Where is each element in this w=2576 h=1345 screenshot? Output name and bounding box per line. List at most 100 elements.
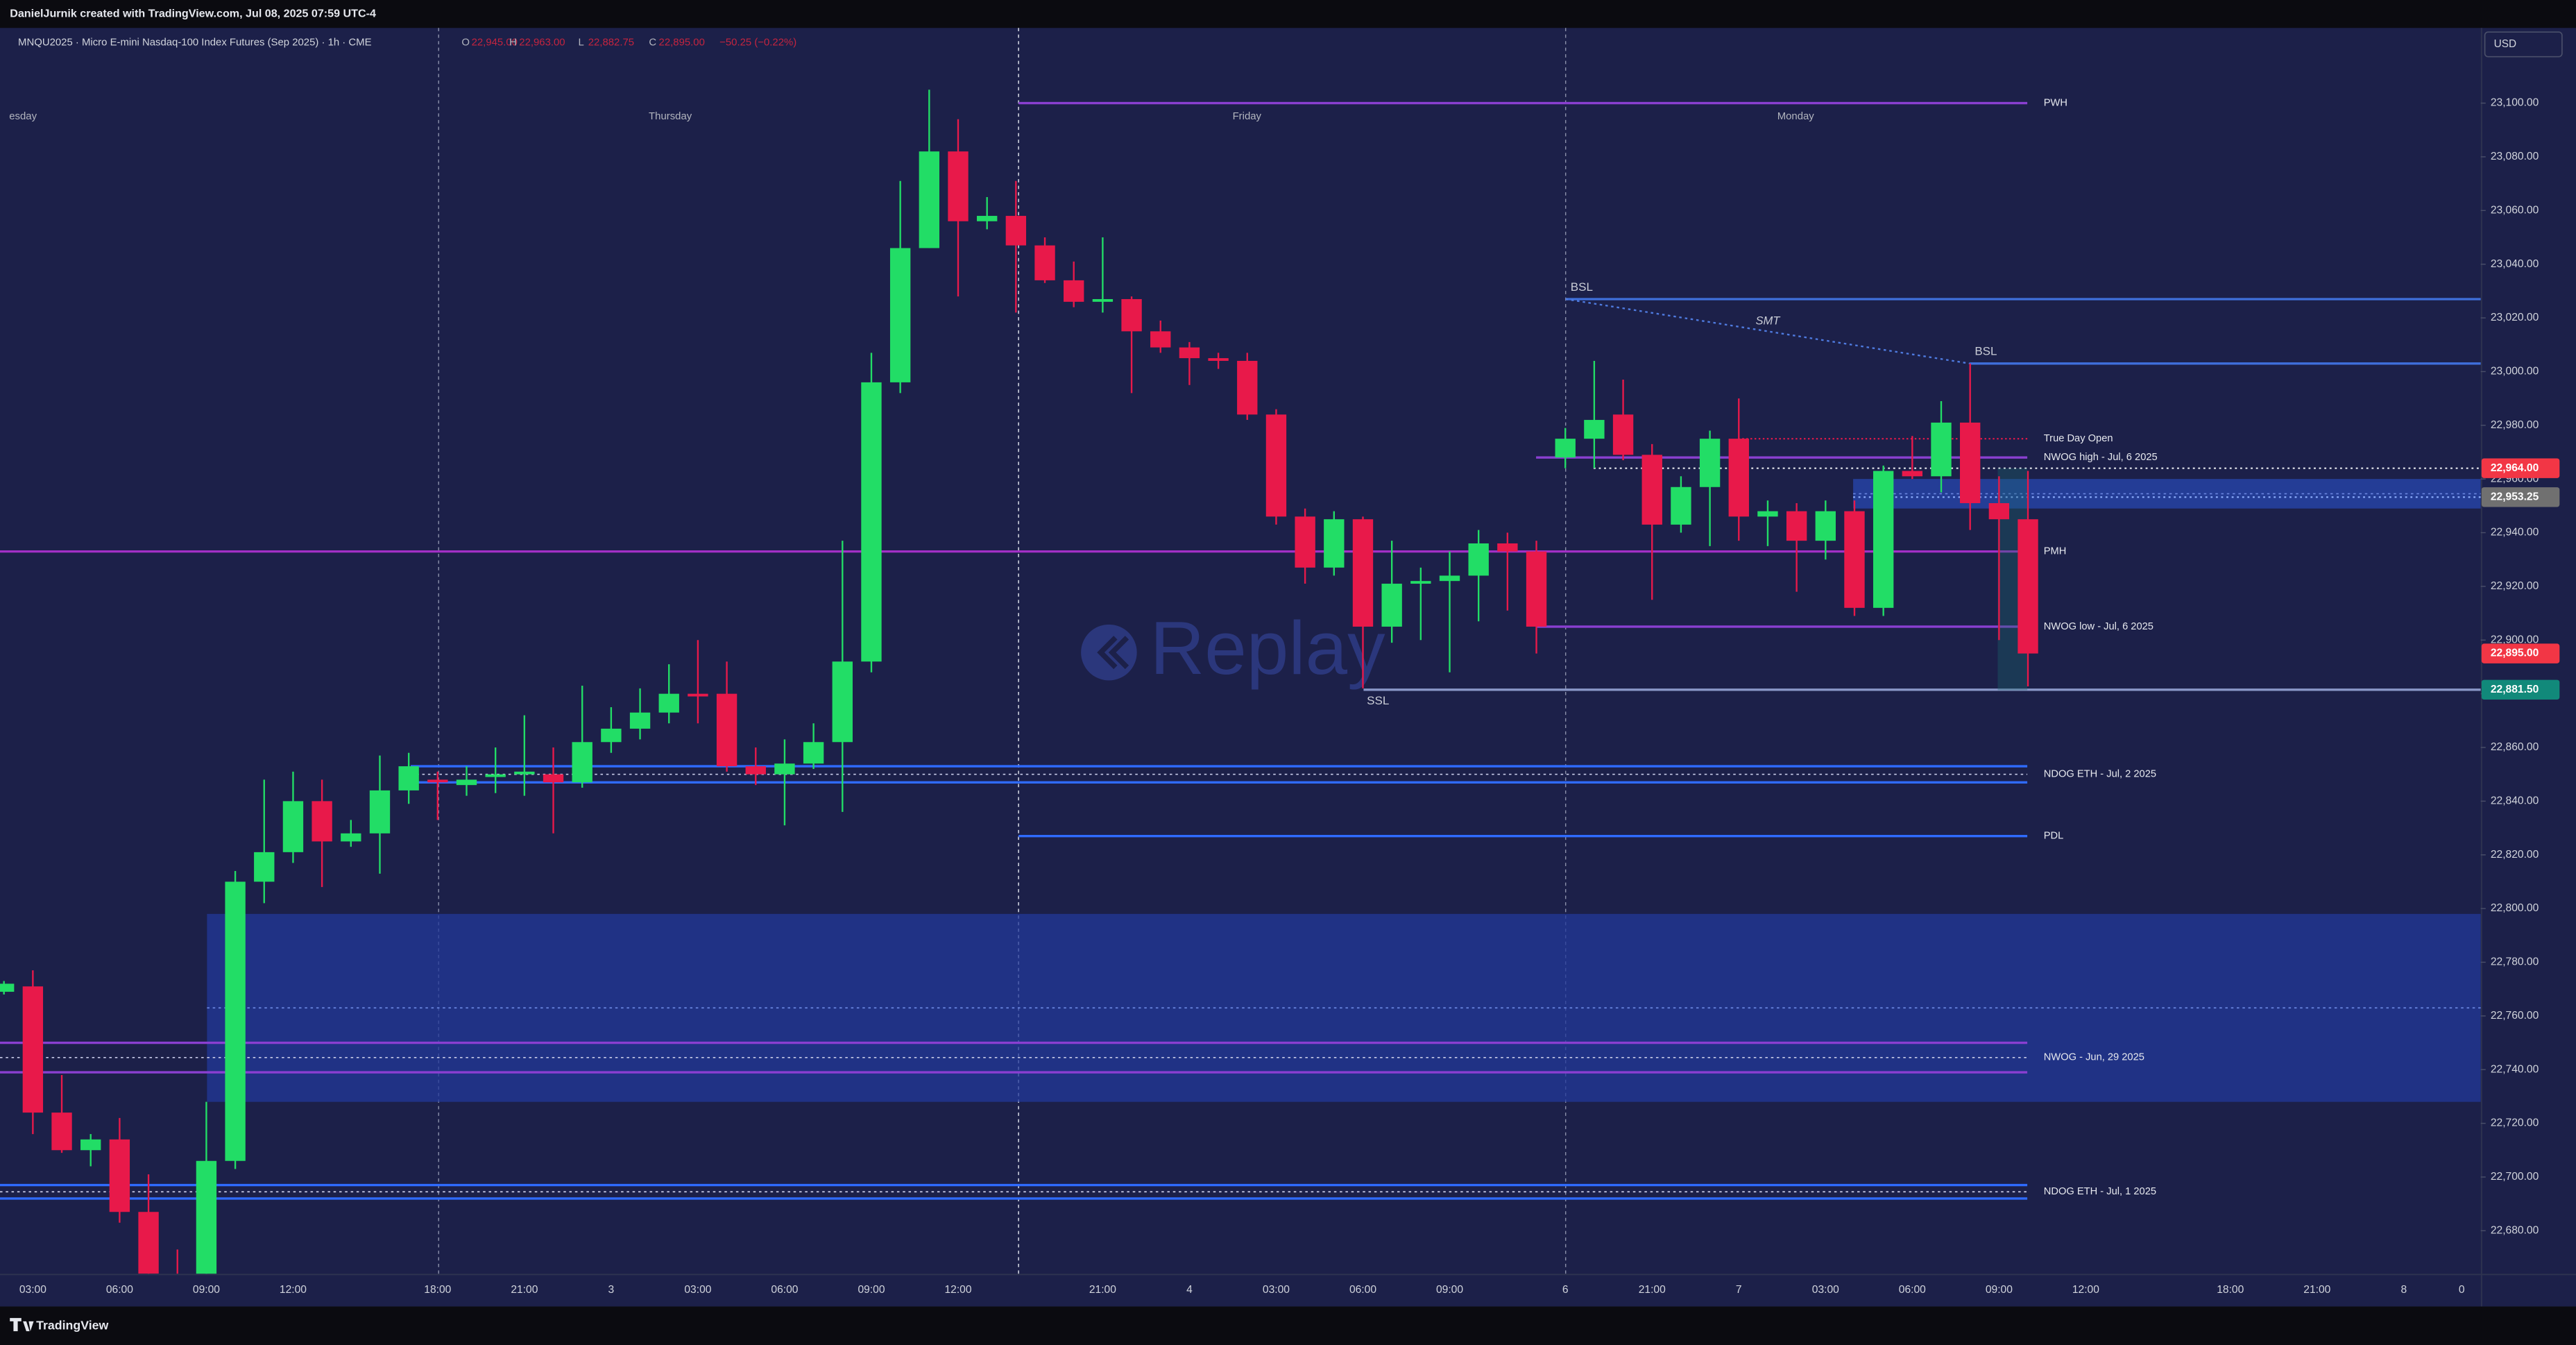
ohlc-value: 22,895.00 — [659, 37, 705, 49]
y-tick-label: 22,820.00 — [2491, 849, 2539, 861]
candle-body — [1410, 581, 1431, 584]
ohlc-value: 22,963.00 — [519, 37, 565, 49]
x-tick-label: 12:00 — [2072, 1284, 2099, 1296]
x-tick-label: 0 — [2459, 1284, 2465, 1296]
ohlc-readout: O 22,945.00 H 22,963.00 L 22,882.75 C 22,895… — [461, 37, 796, 49]
ohlc-key: O — [461, 37, 470, 49]
candle-body — [1584, 420, 1605, 439]
credit: DanielJurnik created with TradingView.co… — [10, 7, 376, 19]
zone — [207, 913, 2481, 1102]
candle-body — [427, 779, 448, 783]
y-tick-label: 22,760.00 — [2491, 1010, 2539, 1022]
x-tick-label: 8 — [2400, 1284, 2407, 1296]
candle-body — [51, 1113, 72, 1151]
y-tick-label: 22,800.00 — [2491, 902, 2539, 914]
candle-body — [688, 693, 708, 697]
candle-body — [1931, 422, 1952, 477]
candle-body — [1757, 511, 1778, 517]
x-tick-label: 06:00 — [1899, 1284, 1926, 1296]
candle-body — [1497, 543, 1518, 552]
candle-body — [1064, 280, 1084, 302]
candle-body — [774, 763, 795, 775]
candle-body — [1237, 360, 1258, 415]
session-label: Monday — [1777, 111, 1815, 122]
y-tick-label: 23,000.00 — [2491, 366, 2539, 378]
level-label: SSL — [1367, 694, 1389, 707]
x-tick-label: 6 — [1562, 1284, 1569, 1296]
y-tick-label: 22,940.00 — [2491, 527, 2539, 539]
y-tick-label: 22,680.00 — [2491, 1224, 2539, 1236]
x-tick-label: 18:00 — [2217, 1284, 2244, 1296]
candle-body — [1381, 584, 1402, 627]
y-tick-label: 23,100.00 — [2491, 97, 2539, 109]
candle-body — [977, 216, 998, 221]
smt-line — [1565, 298, 1970, 364]
candle-body — [1265, 414, 1287, 517]
candle-body — [1873, 471, 1894, 608]
x-tick-label: 21:00 — [511, 1284, 538, 1296]
x-tick-label: 03:00 — [1812, 1284, 1839, 1296]
candle-body — [1699, 439, 1721, 487]
candle-body — [543, 774, 564, 783]
candle-body — [745, 766, 766, 775]
x-tick-label: 03:00 — [1263, 1284, 1290, 1296]
brand: TradingView — [36, 1319, 108, 1333]
level-label: NWOG - Jun, 29 2025 — [2044, 1052, 2144, 1063]
candle-body — [572, 742, 592, 783]
level-label: BSL — [1974, 345, 1997, 358]
level-label: PDL — [2044, 831, 2064, 842]
levels-layer — [0, 101, 2481, 1200]
y-tick-label: 22,780.00 — [2491, 956, 2539, 968]
session-label: esday — [9, 111, 37, 122]
y-tick-label: 22,720.00 — [2491, 1117, 2539, 1129]
ohlc-change: −50.25 (−0.22%) — [719, 37, 796, 49]
x-tick-label: 3 — [608, 1284, 615, 1296]
x-tick-label: 4 — [1186, 1284, 1193, 1296]
candle-body — [80, 1139, 101, 1151]
y-tick-label: 22,700.00 — [2491, 1171, 2539, 1183]
candle-body — [196, 1160, 217, 1274]
ohlc-key: H — [509, 37, 517, 49]
candle-body — [1671, 487, 1691, 525]
level-label: NDOG ETH - Jul, 1 2025 — [2044, 1186, 2156, 1197]
candle-body — [803, 742, 824, 764]
candle-body — [832, 661, 853, 743]
x-tick-label: 06:00 — [106, 1284, 133, 1296]
candle-body — [1786, 511, 1807, 541]
candle-body — [514, 771, 535, 775]
price-label-box — [2481, 643, 2560, 663]
candle-body — [919, 151, 940, 248]
price-label: 22,953.25 — [2491, 491, 2539, 502]
level-label: NWOG high - Jul, 6 2025 — [2044, 452, 2158, 463]
price-label: 22,881.50 — [2491, 684, 2539, 695]
currency-button[interactable] — [2484, 31, 2563, 58]
y-tick-label: 23,080.00 — [2491, 151, 2539, 162]
candle-body — [1612, 414, 1634, 455]
candles-layer — [0, 90, 2038, 1298]
candle-body — [658, 693, 679, 713]
level-label: True Day Open — [2044, 433, 2113, 444]
candle-body — [1902, 471, 1923, 477]
level-label: PWH — [2044, 97, 2067, 108]
candle-body — [398, 766, 419, 790]
candle-body — [254, 852, 275, 882]
y-tick-label: 22,860.00 — [2491, 741, 2539, 753]
x-tick-label: 09:00 — [858, 1284, 885, 1296]
x-tick-label: 06:00 — [771, 1284, 798, 1296]
candle-body — [1988, 502, 2010, 520]
candle-body — [167, 1274, 187, 1298]
candle-body — [629, 712, 651, 729]
candle-body — [1526, 551, 1547, 627]
candle-body — [138, 1212, 159, 1274]
session-label: Friday — [1233, 111, 1262, 122]
price-label: 22,964.00 — [2491, 462, 2539, 474]
y-tick-label: 22,740.00 — [2491, 1063, 2539, 1075]
y-tick-label: 23,020.00 — [2491, 312, 2539, 323]
x-tick-label: 12:00 — [944, 1284, 971, 1296]
currency[interactable]: USD — [2494, 38, 2516, 50]
x-tick-label: 21:00 — [2303, 1284, 2330, 1296]
candle-body — [1324, 519, 1345, 568]
x-tick-label: 03:00 — [684, 1284, 711, 1296]
symbol-info: MNQU2025 · Micro E-mini Nasdaq-100 Index… — [18, 37, 372, 49]
